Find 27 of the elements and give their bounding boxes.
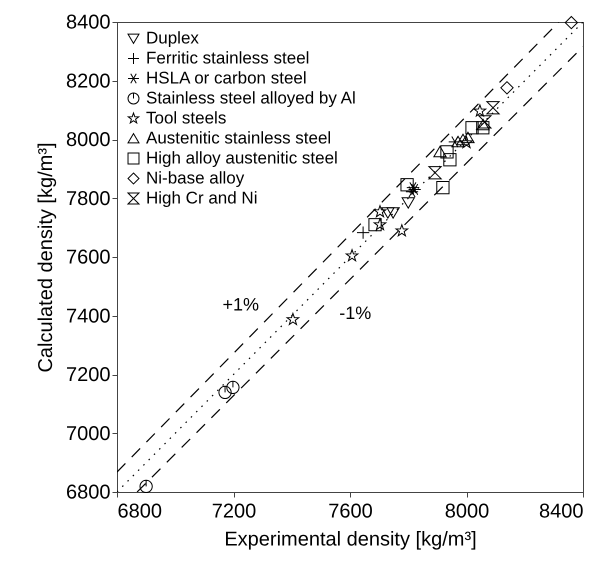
x-tick-label: 6800 — [118, 500, 162, 522]
x-tick-label: 7600 — [328, 500, 373, 522]
legend-label: Duplex — [146, 28, 200, 48]
y-tick-label: 6800 — [66, 482, 110, 504]
legend-label: Tool steels — [146, 108, 226, 128]
y-axis-title: Calculated density [kg/m³] — [35, 142, 58, 373]
y-tick-label: 8400 — [66, 12, 110, 34]
legend-label: High Cr and Ni — [146, 188, 258, 208]
y-tick-label: 8200 — [66, 70, 110, 92]
y-tick-label: 7000 — [66, 422, 110, 445]
legend-label: Ni-base alloy — [146, 168, 245, 188]
y-tick-label: 8000 — [66, 129, 110, 151]
series-label: -1% — [339, 303, 372, 324]
x-tick-label: 8000 — [444, 500, 490, 522]
y-tick-label: 7800 — [66, 188, 110, 210]
legend-label: High alloy austenitic steel — [146, 148, 338, 168]
x-tick-label: 7200 — [212, 500, 256, 522]
series-label: +1% — [222, 294, 260, 315]
legend-label: Stainless steel alloyed by Al — [146, 88, 356, 108]
x-tick-label: 8400 — [539, 500, 584, 522]
y-tick-label: 7600 — [66, 246, 110, 268]
y-tick-label: 7200 — [66, 364, 110, 386]
legend-label: HSLA or carbon steel — [146, 68, 307, 88]
y-tick-label: 7400 — [66, 305, 110, 328]
x-axis-title: Experimental density [kg/m³] — [224, 528, 477, 550]
legend-label: Austenitic stainless steel — [146, 128, 332, 148]
legend-label: Ferritic stainless steel — [146, 48, 310, 68]
